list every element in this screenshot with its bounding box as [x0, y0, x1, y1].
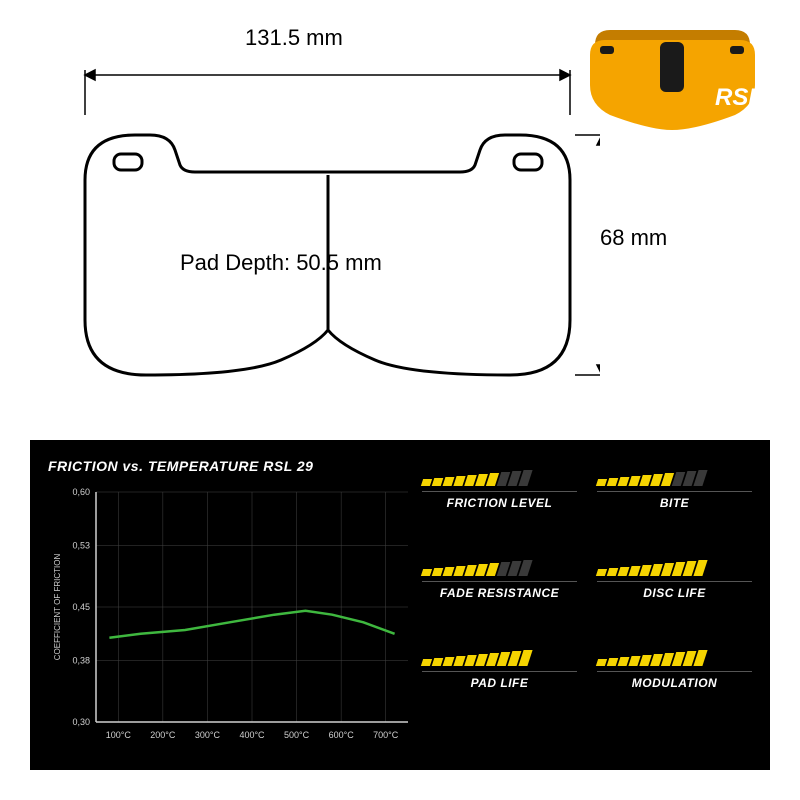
rating-bars: [597, 470, 705, 486]
rating-bar: [421, 659, 432, 666]
svg-text:0,45: 0,45: [72, 602, 90, 612]
chart-title: FRICTION vs. TEMPERATURE RSL 29: [48, 458, 418, 474]
svg-text:200°C: 200°C: [150, 730, 176, 740]
svg-text:0,60: 0,60: [72, 487, 90, 497]
ratings-grid: FRICTION LEVEL BITE FADE RESISTANCE DISC LI…: [422, 470, 752, 690]
rating-friction-level: FRICTION LEVEL: [422, 470, 577, 510]
rating-bar: [432, 478, 444, 486]
rating-modulation: MODULATION: [597, 650, 752, 690]
svg-text:400°C: 400°C: [239, 730, 265, 740]
technical-drawing-section: RSL 131.5 mm 68 mm Pad De: [0, 0, 800, 430]
rating-bar: [607, 568, 619, 576]
rating-bar: [432, 658, 444, 666]
rating-bar: [607, 478, 619, 486]
svg-text:600°C: 600°C: [329, 730, 355, 740]
performance-panel: FRICTION vs. TEMPERATURE RSL 29 COEFFICI…: [30, 440, 770, 770]
rating-label: PAD LIFE: [422, 671, 577, 690]
svg-text:300°C: 300°C: [195, 730, 221, 740]
svg-text:100°C: 100°C: [106, 730, 132, 740]
rating-bars: [597, 560, 705, 576]
friction-chart: FRICTION vs. TEMPERATURE RSL 29 COEFFICI…: [48, 458, 418, 758]
rating-bar: [596, 659, 607, 666]
svg-text:COEFFICIENT OF FRICTION: COEFFICIENT OF FRICTION: [53, 554, 62, 661]
rating-label: DISC LIFE: [597, 581, 752, 600]
rating-fade-resistance: FADE RESISTANCE: [422, 560, 577, 600]
rating-label: MODULATION: [597, 671, 752, 690]
friction-chart-svg: COEFFICIENT OF FRICTION 0,30 0,38 0,45 0,53 0…: [48, 482, 418, 752]
rating-bars: [422, 560, 530, 576]
rating-bar: [596, 569, 607, 576]
rating-bar: [607, 658, 619, 666]
rating-bar: [421, 569, 432, 576]
svg-text:700°C: 700°C: [373, 730, 399, 740]
height-dimension-label: 68 mm: [600, 225, 667, 251]
rating-bar: [421, 479, 432, 486]
rating-disc-life: DISC LIFE: [597, 560, 752, 600]
rating-bite: BITE: [597, 470, 752, 510]
svg-text:0,30: 0,30: [72, 717, 90, 727]
product-photo: RSL: [570, 10, 780, 140]
rating-label: BITE: [597, 491, 752, 510]
svg-text:0,38: 0,38: [72, 656, 90, 666]
rating-bar: [432, 568, 444, 576]
rating-pad-life: PAD LIFE: [422, 650, 577, 690]
rating-bars: [597, 650, 705, 666]
svg-text:0,53: 0,53: [72, 541, 90, 551]
rating-label: FADE RESISTANCE: [422, 581, 577, 600]
rating-bars: [422, 470, 530, 486]
pad-outline-drawing: [40, 20, 600, 420]
rating-bar: [596, 479, 607, 486]
rating-label: FRICTION LEVEL: [422, 491, 577, 510]
product-logo: RSL: [715, 84, 763, 111]
svg-text:500°C: 500°C: [284, 730, 310, 740]
pad-depth-label: Pad Depth: 50.5 mm: [180, 250, 382, 276]
rating-bars: [422, 650, 530, 666]
